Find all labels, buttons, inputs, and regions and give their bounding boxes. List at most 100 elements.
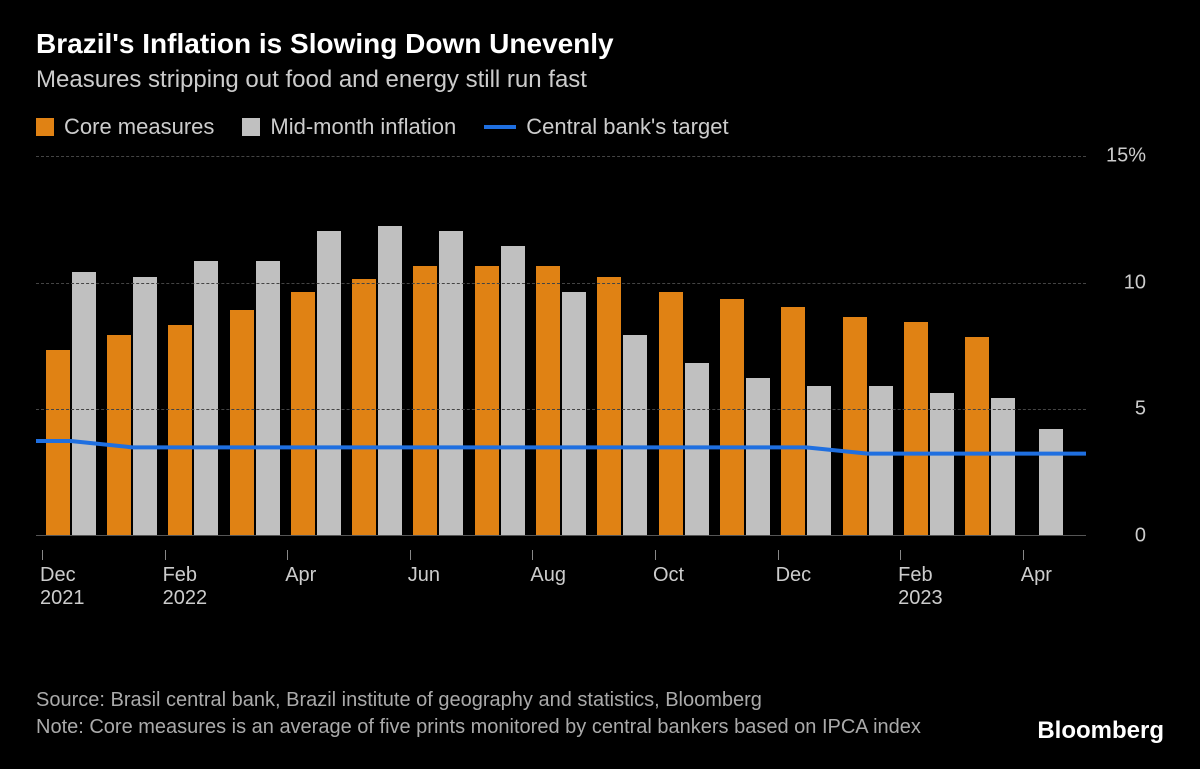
month-group bbox=[959, 156, 1020, 535]
x-tick: Apr bbox=[285, 550, 346, 610]
gridline bbox=[36, 409, 1086, 410]
x-tick-mark bbox=[778, 550, 779, 560]
chart-container: Brazil's Inflation is Slowing Down Uneve… bbox=[0, 0, 1200, 769]
bar-core bbox=[597, 277, 621, 535]
chart-subtitle: Measures stripping out food and energy s… bbox=[36, 66, 1164, 94]
bar-core bbox=[536, 266, 560, 535]
bar-mid bbox=[133, 277, 157, 535]
month-group bbox=[653, 156, 714, 535]
x-tick: Dec2021 bbox=[40, 550, 101, 610]
x-tick-label: Feb bbox=[898, 564, 932, 587]
legend-swatch-mid bbox=[242, 118, 260, 136]
x-tick bbox=[714, 550, 775, 610]
x-tick: Apr bbox=[1021, 550, 1082, 610]
x-tick-label: Jun bbox=[408, 564, 440, 587]
bar-mid bbox=[1039, 429, 1063, 535]
bars-container bbox=[36, 156, 1086, 535]
bar-core bbox=[230, 310, 254, 535]
x-tick-label: Oct bbox=[653, 564, 684, 587]
legend-line-target bbox=[484, 125, 516, 129]
brand-label: Bloomberg bbox=[1037, 717, 1164, 745]
x-tick-mark bbox=[532, 550, 533, 560]
legend-label-core: Core measures bbox=[64, 114, 214, 140]
x-tick bbox=[959, 550, 1020, 610]
bar-core bbox=[720, 299, 744, 535]
bar-core bbox=[107, 335, 131, 535]
x-tick-label: Dec bbox=[776, 564, 812, 587]
month-group bbox=[1021, 156, 1082, 535]
bar-mid bbox=[685, 363, 709, 535]
bar-core bbox=[475, 266, 499, 535]
bar-mid bbox=[869, 386, 893, 535]
x-tick bbox=[469, 550, 530, 610]
gridline bbox=[36, 156, 1086, 157]
legend-label-target: Central bank's target bbox=[526, 114, 728, 140]
x-tick bbox=[224, 550, 285, 610]
bar-core bbox=[659, 292, 683, 535]
bar-mid bbox=[317, 231, 341, 535]
bar-mid bbox=[378, 226, 402, 535]
bar-mid bbox=[256, 261, 280, 535]
y-axis-label: 5 bbox=[1094, 398, 1146, 421]
x-tick-mark bbox=[410, 550, 411, 560]
month-group bbox=[898, 156, 959, 535]
x-tick-mark bbox=[287, 550, 288, 560]
x-tick: Oct bbox=[653, 550, 714, 610]
legend-item-mid: Mid-month inflation bbox=[242, 114, 456, 140]
bar-core bbox=[46, 350, 70, 535]
month-group bbox=[530, 156, 591, 535]
x-tick bbox=[837, 550, 898, 610]
x-tick-label: Apr bbox=[1021, 564, 1052, 587]
y-axis-label: 0 bbox=[1094, 525, 1146, 548]
bar-mid bbox=[930, 393, 954, 535]
month-group bbox=[408, 156, 469, 535]
footer: Source: Brasil central bank, Brazil inst… bbox=[36, 687, 1164, 741]
month-group bbox=[469, 156, 530, 535]
legend-swatch-core bbox=[36, 118, 54, 136]
x-tick-year: 2023 bbox=[898, 587, 943, 610]
x-tick: Jun bbox=[408, 550, 469, 610]
month-group bbox=[714, 156, 775, 535]
month-group bbox=[776, 156, 837, 535]
month-group bbox=[40, 156, 101, 535]
y-axis-label: 10 bbox=[1094, 271, 1146, 294]
x-tick-label: Feb bbox=[163, 564, 197, 587]
legend-item-core: Core measures bbox=[36, 114, 214, 140]
legend-label-mid: Mid-month inflation bbox=[270, 114, 456, 140]
x-axis: Dec2021Feb2022AprJunAugOctDecFeb2023Apr bbox=[36, 550, 1086, 610]
x-tick-year: 2021 bbox=[40, 587, 85, 610]
month-group bbox=[163, 156, 224, 535]
month-group bbox=[285, 156, 346, 535]
chart-title: Brazil's Inflation is Slowing Down Uneve… bbox=[36, 28, 1164, 60]
bar-core bbox=[781, 307, 805, 535]
x-tick-year: 2022 bbox=[163, 587, 208, 610]
bar-mid bbox=[501, 246, 525, 535]
x-tick bbox=[592, 550, 653, 610]
legend: Core measures Mid-month inflation Centra… bbox=[36, 114, 1164, 140]
x-tick-mark bbox=[1023, 550, 1024, 560]
x-tick-label: Dec bbox=[40, 564, 76, 587]
x-tick bbox=[101, 550, 162, 610]
month-group bbox=[346, 156, 407, 535]
x-tick: Dec bbox=[776, 550, 837, 610]
x-tick-label: Aug bbox=[530, 564, 566, 587]
bar-mid bbox=[623, 335, 647, 535]
bar-core bbox=[291, 292, 315, 535]
x-tick: Feb2023 bbox=[898, 550, 959, 610]
x-tick: Aug bbox=[530, 550, 591, 610]
bar-core bbox=[168, 325, 192, 535]
bar-mid bbox=[439, 231, 463, 535]
gridline bbox=[36, 283, 1086, 284]
x-tick-mark bbox=[900, 550, 901, 560]
bar-core bbox=[352, 279, 376, 535]
bar-mid bbox=[991, 398, 1015, 535]
legend-item-target: Central bank's target bbox=[484, 114, 728, 140]
x-tick bbox=[346, 550, 407, 610]
bar-mid bbox=[746, 378, 770, 535]
month-group bbox=[101, 156, 162, 535]
bar-core bbox=[843, 317, 867, 535]
source-text: Source: Brasil central bank, Brazil inst… bbox=[36, 687, 1164, 714]
month-group bbox=[592, 156, 653, 535]
bar-mid bbox=[807, 386, 831, 535]
bar-core bbox=[904, 322, 928, 535]
